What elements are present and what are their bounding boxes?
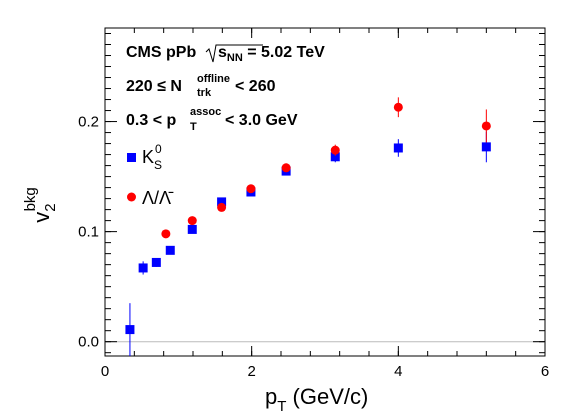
series-lambda — [161, 97, 491, 239]
annotation-ntrk-sub: trk — [197, 87, 212, 99]
data-point — [151, 257, 161, 267]
legend: KS0 Λ/Λ̄ — [127, 142, 174, 208]
annotation-line-1: CMS pPb — [126, 44, 196, 61]
annotation-experiment: CMS pPb — [126, 44, 196, 61]
data-point — [481, 142, 491, 152]
legend-marker-kshort — [127, 153, 136, 162]
data-series — [125, 97, 491, 356]
data-point — [330, 152, 340, 162]
annotation-pt-sup: assoc — [190, 106, 221, 118]
annotation-energy: sNN = 5.02 TeV — [218, 44, 325, 64]
series-kshort — [125, 131, 491, 356]
x-tick-label: 2 — [247, 363, 255, 380]
data-point — [330, 145, 340, 155]
data-point — [246, 184, 256, 194]
data-point — [281, 163, 291, 173]
axis-ticks — [104, 28, 546, 356]
data-point — [217, 197, 227, 207]
axis-tick-labels: 0 2 4 6 0.0 0.1 0.2 — [78, 114, 549, 380]
data-point — [187, 216, 197, 226]
data-point — [125, 325, 135, 335]
x-tick-label: 0 — [101, 363, 109, 380]
sqrt-symbol — [205, 44, 263, 63]
annotation-line-3: 0.3 < p — [126, 112, 176, 129]
data-point — [161, 229, 171, 239]
data-point — [481, 121, 491, 131]
legend-label-kshort: KS0 — [142, 142, 162, 172]
data-point — [187, 224, 197, 234]
y-axis-title: v2bkg — [22, 187, 59, 223]
data-point — [165, 245, 175, 255]
annotation-pt-range: < 3.0 GeV — [225, 112, 298, 129]
x-tick-label: 6 — [541, 363, 549, 380]
data-point — [393, 143, 403, 153]
legend-label-lambda: Λ/Λ̄ — [142, 188, 174, 208]
x-axis-title: pT (GeV/c) — [265, 384, 368, 415]
annotation-ntrk-range: < 260 — [235, 78, 276, 95]
x-tick-label: 4 — [394, 363, 402, 380]
y-tick-label: 0.1 — [78, 224, 99, 241]
plot-frame — [104, 27, 546, 357]
y-tick-label: 0.2 — [78, 114, 99, 131]
data-point — [138, 263, 148, 273]
legend-marker-lambda — [127, 192, 136, 202]
data-point — [217, 202, 227, 212]
annotation-ntrk-sup: offline — [197, 73, 230, 85]
annotation-pt-sub: T — [190, 121, 197, 133]
data-point — [393, 102, 403, 112]
annotation-line-2: 220 ≤ N — [126, 78, 182, 95]
y-tick-label: 0.0 — [78, 334, 99, 351]
